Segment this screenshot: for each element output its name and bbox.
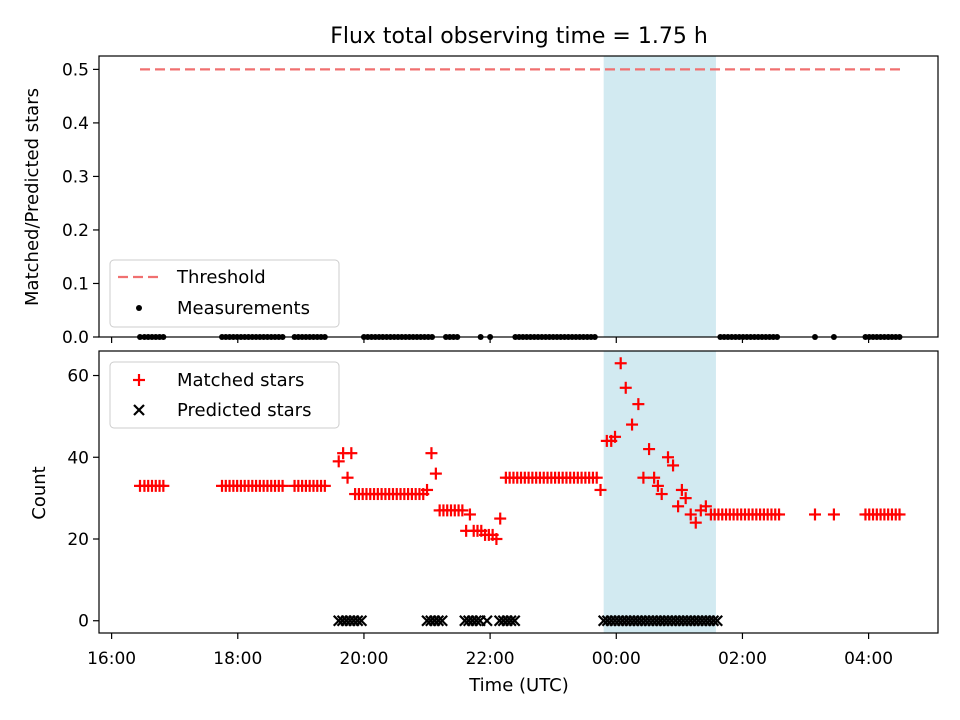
matched-star-marker bbox=[276, 479, 289, 492]
bottom-x-axis: 16:00 18:00 20:00 22:00 00:00 02:00 04:00 bbox=[87, 633, 893, 669]
matched-star-marker bbox=[490, 533, 503, 545]
predicted-star-marker bbox=[505, 614, 517, 627]
matched-stars-points bbox=[134, 357, 906, 545]
matched-star-marker bbox=[463, 508, 476, 521]
panel-counts: 16:00 18:00 20:00 22:00 00:00 02:00 04:00 0 20 4… bbox=[29, 350, 939, 669]
x-axis-label: Time (UTC) bbox=[468, 675, 569, 696]
matched-star-marker bbox=[494, 512, 507, 525]
matched-star-marker bbox=[456, 504, 469, 517]
predicted-star-marker bbox=[432, 614, 445, 627]
bottom-legend: Matched stars Predicted stars bbox=[109, 361, 340, 429]
matched-star-marker bbox=[672, 500, 685, 513]
matched-star-marker bbox=[421, 483, 434, 496]
x-tick-label: 04:00 bbox=[844, 649, 893, 669]
matched-star-marker bbox=[648, 471, 661, 484]
x-tick-label: 00:00 bbox=[592, 649, 641, 669]
top-y-axis-label: Matched/Predicted stars bbox=[22, 88, 43, 306]
matched-star-marker bbox=[594, 483, 607, 496]
predicted-star-marker bbox=[351, 614, 364, 627]
x-tick-label: 16:00 bbox=[87, 649, 136, 669]
top-x-ticks bbox=[111, 337, 870, 343]
bottom-plot-frame bbox=[98, 350, 939, 634]
matched-star-marker bbox=[893, 508, 906, 521]
matched-star-marker bbox=[429, 467, 442, 480]
bottom-y-tick-label: 60 bbox=[67, 367, 89, 387]
bottom-y-axis-label: Count bbox=[29, 466, 50, 519]
x-tick-label: 02:00 bbox=[718, 649, 767, 669]
measurements-legend-swatch bbox=[136, 305, 142, 311]
top-y-tick-label: 0.5 bbox=[62, 60, 89, 80]
bottom-legend-box bbox=[109, 361, 340, 429]
matched-star-marker bbox=[643, 443, 656, 456]
predicted-star-marker bbox=[470, 614, 483, 627]
top-y-tick-label: 0.0 bbox=[62, 328, 89, 348]
matched-star-marker bbox=[614, 357, 627, 370]
top-y-tick-label: 0.3 bbox=[62, 167, 89, 187]
predicted-star-marker bbox=[436, 614, 448, 627]
matched-star-marker bbox=[341, 471, 354, 484]
top-y-axis: 0.0 0.1 0.2 0.3 0.4 0.5 bbox=[62, 60, 99, 348]
predicted-stars-points bbox=[332, 614, 723, 627]
matched-legend-label: Matched stars bbox=[177, 370, 304, 391]
predicted-star-marker bbox=[355, 614, 368, 627]
measurements-legend-label: Measurements bbox=[177, 298, 310, 319]
matched-star-marker bbox=[699, 500, 712, 513]
panel-ratio: 0.0 0.1 0.2 0.3 0.4 0.5 Matched/Predicted sta… bbox=[22, 55, 939, 348]
matched-star-marker bbox=[345, 447, 358, 460]
matched-star-marker bbox=[662, 451, 675, 464]
matched-star-marker bbox=[632, 398, 645, 411]
top-legend: Threshold Measurements bbox=[109, 259, 340, 328]
matched-star-marker bbox=[689, 516, 702, 529]
predicted-star-marker bbox=[481, 614, 493, 627]
bottom-y-tick-label: 0 bbox=[78, 612, 89, 632]
bottom-y-tick-label: 20 bbox=[67, 530, 89, 550]
top-y-tick-label: 0.4 bbox=[62, 114, 89, 134]
chart-title: Flux total observing time = 1.75 h bbox=[330, 24, 708, 49]
predicted-star-marker bbox=[711, 614, 723, 627]
predicted-star-marker bbox=[707, 614, 720, 627]
bottom-y-axis: 0 20 40 60 bbox=[67, 367, 99, 632]
matched-star-marker bbox=[425, 447, 438, 460]
matched-star-marker bbox=[827, 508, 840, 521]
x-tick-label: 18:00 bbox=[213, 649, 262, 669]
matched-legend-swatch bbox=[133, 374, 145, 386]
matched-star-marker bbox=[667, 459, 680, 472]
matched-star-marker bbox=[609, 430, 622, 443]
matched-star-marker bbox=[590, 471, 603, 484]
matched-star-marker bbox=[808, 508, 821, 521]
matched-star-marker bbox=[619, 381, 632, 394]
observing-window-span bbox=[603, 56, 716, 337]
top-plot-frame bbox=[98, 55, 939, 338]
x-tick-label: 20:00 bbox=[339, 649, 388, 669]
predicted-legend-label: Predicted stars bbox=[177, 400, 311, 421]
bottom-y-tick-label: 40 bbox=[67, 448, 89, 468]
matched-star-marker bbox=[651, 479, 664, 492]
x-tick-label: 22:00 bbox=[466, 649, 515, 669]
matched-star-marker bbox=[157, 479, 170, 492]
matched-star-marker bbox=[637, 471, 650, 484]
matched-star-marker bbox=[318, 479, 331, 492]
top-legend-box bbox=[109, 259, 340, 328]
predicted-star-marker bbox=[508, 614, 521, 627]
predicted-legend-swatch bbox=[133, 404, 145, 416]
matched-star-marker bbox=[684, 508, 697, 521]
matched-star-marker bbox=[655, 488, 668, 501]
matched-star-marker bbox=[675, 483, 688, 496]
top-y-tick-label: 0.2 bbox=[62, 221, 89, 241]
threshold-legend-label: Threshold bbox=[176, 267, 266, 288]
matched-star-marker bbox=[773, 508, 786, 521]
matched-star-marker bbox=[332, 455, 345, 468]
matched-star-marker bbox=[679, 492, 692, 505]
observing-window-span-bottom bbox=[603, 351, 716, 633]
top-y-tick-label: 0.1 bbox=[62, 274, 89, 294]
matched-star-marker bbox=[626, 418, 639, 431]
